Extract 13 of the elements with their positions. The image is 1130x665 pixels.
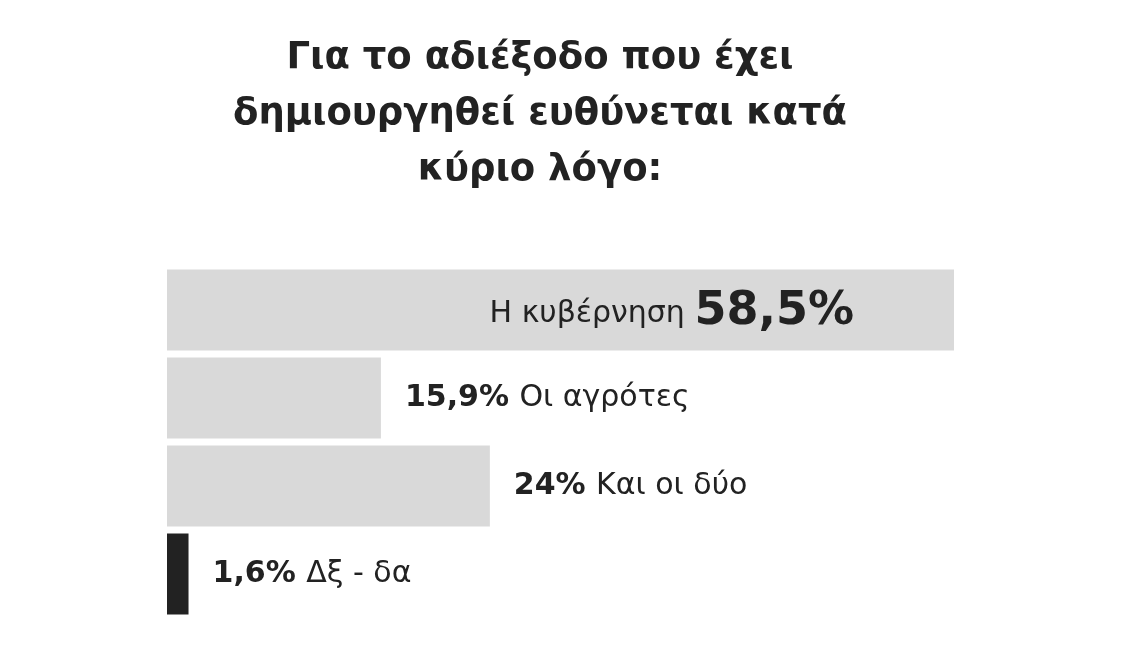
bar <box>167 269 954 351</box>
y-tick-label: Και οι δύο <box>596 465 748 501</box>
y-tick-label: Οι αγρότες <box>519 377 690 413</box>
chart-title: Για το αδιέξοδο που έχει δημιουργηθεί ευθύνεται κατά κύριο λόγο: <box>232 33 848 191</box>
data-label: 1,6% <box>212 553 296 589</box>
y-tick-label: Δξ - δα <box>306 553 412 589</box>
data-label: 24% <box>513 465 586 501</box>
bar <box>167 445 490 527</box>
y-tick-label: Η κυβέρνηση <box>489 293 695 329</box>
bar <box>167 533 189 615</box>
bar <box>167 357 381 439</box>
data-label: 58,5% <box>694 280 854 335</box>
data-label: 15,9% <box>404 377 509 413</box>
